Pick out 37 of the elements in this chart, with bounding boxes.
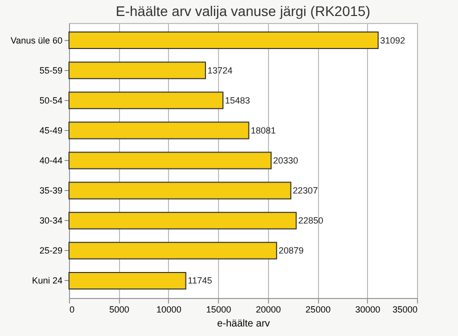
x-tick-label: 30000 [355,304,380,314]
bar [68,92,224,110]
data-label: 18081 [250,125,276,136]
data-label: 20879 [278,246,304,256]
bar [68,62,206,80]
x-axis-title: e-häälte arv [217,318,270,330]
bar [68,212,297,230]
x-tick-label: 10000 [156,304,182,314]
data-label: 31092 [380,35,406,46]
data-label: 20330 [273,156,298,166]
x-tick-label: 25000 [306,304,331,314]
bar [68,152,272,170]
bar [68,242,278,260]
y-tick-label: Kuni 24 [32,276,62,286]
x-tick-label: 15000 [206,304,232,314]
y-tick-label: 55-59 [39,65,62,76]
x-tick-label: 0 [70,304,75,314]
y-tick-label: 35-39 [39,186,62,196]
y-tick-label: 45-49 [39,125,62,136]
y-tick-label: 40-44 [39,156,62,166]
y-tick-label: 25-29 [39,246,62,256]
y-tick-label: Vanus üle 60 [10,35,62,46]
bar [68,182,292,200]
data-label: 22307 [292,186,318,196]
chart-title: E-häälte arv valija vanuse järgi (RK2015) [116,3,370,19]
bar [68,32,379,50]
data-label: 13724 [207,65,232,76]
data-label: 15483 [224,95,250,106]
y-tick-label: 30-34 [39,216,62,226]
x-tick-label: 35000 [392,304,418,314]
data-label: 11745 [188,276,212,286]
x-tick-label: 5000 [109,304,130,314]
data-label: 22850 [298,216,324,226]
bar [68,272,186,290]
y-tick-label: 50-54 [39,95,62,106]
x-tick-label: 20000 [256,304,281,314]
bar [68,122,250,140]
